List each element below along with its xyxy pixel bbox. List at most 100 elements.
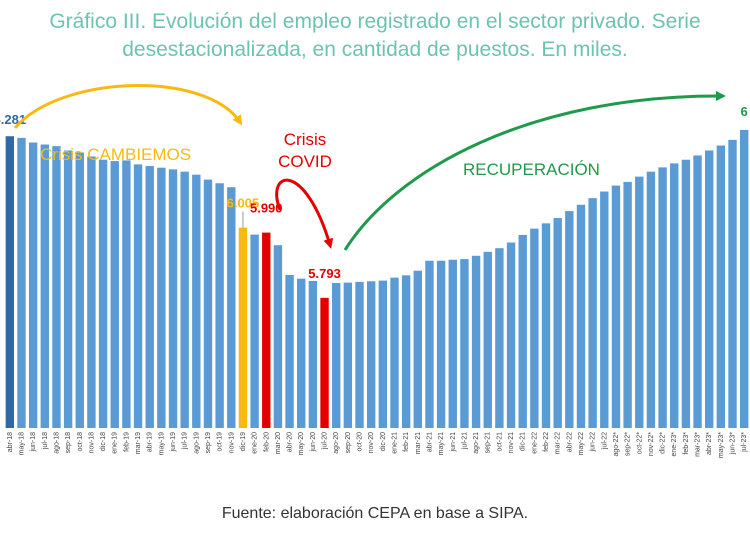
bar-sep-22*: [623, 181, 632, 428]
x-tick-label: oct-22*: [636, 432, 643, 454]
cambiemos-arrow: [13, 84, 243, 129]
x-tick-label: may-22: [578, 432, 585, 455]
x-tick-label: abr-20: [287, 432, 294, 452]
x-tick-label: jul-23*: [741, 432, 748, 453]
bar-may-22: [576, 204, 586, 428]
covid-arrow: [275, 178, 334, 249]
bar-jun-22: [588, 198, 597, 428]
bar-abr-22: [565, 211, 574, 428]
bar-nov-22*: [646, 171, 656, 428]
bar-feb-19: [122, 160, 131, 428]
bar-jun-18: [28, 142, 38, 428]
x-tick-label: jul-22: [601, 432, 608, 450]
x-axis-labels: abr-18 may-18 jun-18 jul-18 ago-18 sep-18 oct-…: [7, 432, 748, 458]
x-tick-label: dic-20: [380, 432, 387, 451]
source-note: Fuente: elaboración CEPA en base a SIPA.: [221, 505, 529, 522]
x-tick-label: ene-23*: [671, 432, 678, 457]
bar-dic-18: [98, 159, 108, 429]
bar-sep-19: [203, 179, 213, 428]
bar-may-21: [436, 260, 446, 428]
x-tick-label: sep-20: [345, 432, 352, 454]
x-tick-label: mar-21: [415, 432, 422, 454]
x-tick-label: oct-19: [217, 432, 224, 452]
bar-may-18: [17, 137, 26, 428]
x-tick-label: feb-21: [403, 432, 410, 452]
x-tick-label: dic-19: [240, 432, 247, 451]
bar-jul-18: [40, 144, 49, 428]
bar-abr-23*: [705, 150, 714, 428]
x-tick-label: mar-23*: [695, 432, 702, 457]
bar-ago-20: [332, 282, 341, 428]
bar-sep-20: [343, 282, 353, 428]
x-tick-label: may-18: [18, 432, 25, 455]
bars-group: [5, 129, 749, 429]
bar-ene-23*: [670, 163, 679, 428]
x-tick-label: jul-18: [42, 432, 49, 450]
bar-oct-22*: [635, 176, 644, 428]
x-tick-label: abr-21: [426, 432, 433, 452]
bar-jul-21: [460, 259, 469, 428]
x-tick-label: abr-19: [147, 432, 154, 452]
bar-dic-20: [378, 280, 388, 428]
x-tick-label: oct-20: [357, 432, 364, 452]
bar-ene-20: [250, 234, 259, 428]
x-tick-label: ene-22: [531, 432, 538, 454]
bar-ago-19: [192, 174, 201, 428]
x-tick-label: abr-23*: [706, 432, 713, 455]
x-tick-label: ago-18: [53, 432, 60, 454]
x-tick-label: sep-21: [485, 432, 492, 454]
x-tick-label: jun-23*: [730, 432, 737, 455]
x-tick-label: jul-21: [461, 432, 468, 450]
bar-ene-19: [110, 161, 119, 428]
value-label-jul-20: 5.793: [308, 266, 341, 281]
x-tick-label: may-20: [298, 432, 305, 455]
bar-nov-21: [506, 242, 516, 428]
title-line-2: desestacionalizada, en cantidad de puest…: [122, 38, 628, 61]
x-tick-label: oct-18: [77, 432, 84, 452]
bar-dic-22*: [658, 167, 667, 429]
bar-jul-23*: [739, 129, 749, 428]
x-tick-label: abr-18: [7, 432, 14, 452]
bar-jun-19: [168, 169, 178, 428]
bar-may-20: [297, 278, 306, 428]
bar-feb-22: [541, 223, 551, 428]
x-tick-label: may-21: [438, 432, 445, 455]
bar-jun-20: [308, 280, 318, 428]
x-tick-label: oct-21: [496, 432, 503, 452]
bar-jun-23*: [728, 139, 737, 428]
bar-abr-20: [285, 274, 294, 428]
x-tick-label: feb-22: [543, 432, 550, 452]
recuperacion-arrow: [343, 90, 726, 251]
bar-mar-22: [553, 218, 562, 428]
x-tick-label: ene-19: [112, 432, 119, 454]
x-tick-label: may-19: [158, 432, 165, 455]
bar-feb-21: [401, 275, 411, 428]
x-tick-label: ago-19: [193, 432, 200, 454]
bar-ago-22*: [611, 185, 621, 428]
bar-oct-21: [495, 248, 504, 428]
x-tick-label: sep-22*: [625, 432, 632, 456]
x-tick-label: nov-19: [228, 432, 235, 454]
x-tick-label: mar-20: [275, 432, 282, 454]
x-tick-label: ago-21: [473, 432, 480, 454]
bar-sep-18: [63, 150, 73, 428]
bar-oct-19: [215, 183, 224, 428]
x-tick-label: feb-20: [263, 432, 270, 452]
x-tick-label: feb-23*: [683, 432, 690, 455]
bar-oct-18: [75, 152, 84, 428]
bar-feb-23*: [681, 159, 691, 429]
bar-may-19: [157, 167, 166, 428]
bar-nov-18: [87, 156, 96, 428]
bar-oct-20: [355, 281, 364, 428]
bar-sep-21: [483, 251, 492, 428]
bar-ago-21: [471, 255, 481, 428]
x-tick-label: ene-21: [391, 432, 398, 454]
bar-abr-19: [145, 166, 154, 428]
x-tick-label: jun-20: [310, 432, 317, 453]
bar-mar-21: [413, 270, 422, 428]
x-tick-label: may-23*: [718, 432, 725, 458]
x-tick-label: feb-19: [123, 432, 130, 452]
covid-annotation-line2: COVID: [278, 152, 332, 171]
